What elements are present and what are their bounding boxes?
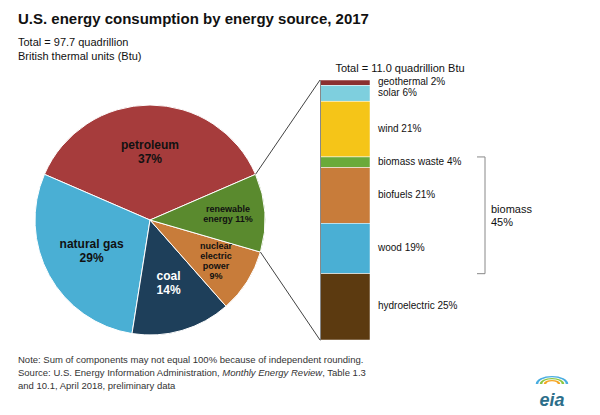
pie-label-line: 29% bbox=[80, 251, 104, 265]
pie-label-line: 14% bbox=[157, 283, 181, 297]
bars bbox=[320, 80, 370, 340]
bar-segment bbox=[320, 80, 370, 85]
pie-label-line: coal bbox=[157, 269, 181, 283]
pie-label-line: 37% bbox=[138, 152, 162, 166]
note-part: Monthly Energy Review bbox=[222, 367, 323, 378]
y-axis bbox=[320, 81, 321, 341]
subtitle: British thermal units (Btu) bbox=[18, 50, 141, 62]
pie-label-line: petroleum bbox=[121, 138, 179, 152]
connector-line bbox=[256, 80, 320, 174]
bracket-line bbox=[477, 273, 485, 274]
note: and 10.1, April 2018, preliminary data bbox=[18, 380, 176, 391]
pie-label-line: natural gas bbox=[60, 237, 124, 251]
logo-text: eia bbox=[539, 390, 564, 410]
axis-line bbox=[320, 81, 321, 341]
pie-label: coal14% bbox=[157, 269, 181, 297]
pie: petroleum37% natural gas29% coal14% nuclear… bbox=[35, 105, 265, 335]
bar-segment bbox=[320, 101, 370, 157]
pie-label-line: electric bbox=[200, 251, 232, 261]
pie-label: petroleum37% bbox=[121, 138, 179, 166]
subtitle: Total = 97.7 quadrillion bbox=[18, 36, 128, 48]
annotation-line: biomass bbox=[491, 203, 532, 215]
logo: eia bbox=[537, 377, 567, 411]
pie-label-line: power bbox=[203, 261, 230, 271]
note: Source: U.S. Energy Information Administ… bbox=[18, 367, 366, 378]
pie-label-line: 9% bbox=[210, 271, 223, 281]
pie-label-line: energy 11% bbox=[203, 214, 253, 224]
pie-slice bbox=[35, 174, 150, 333]
bar-title: Total = 11.0 quadrillion Btu bbox=[335, 62, 464, 74]
connectors bbox=[256, 80, 320, 340]
bar-label: biofuels 21% bbox=[378, 189, 435, 200]
title: U.S. energy consumption by energy source… bbox=[18, 10, 369, 27]
note-part: , Table 1.3 bbox=[322, 367, 366, 378]
bracket-line bbox=[477, 156, 485, 157]
note: Note: Sum of components may not equal 10… bbox=[18, 354, 363, 365]
annotation-line: 45% bbox=[491, 216, 513, 228]
bracket-line bbox=[485, 157, 486, 274]
logo-arc bbox=[537, 377, 567, 385]
bar-segment bbox=[320, 157, 370, 168]
pie-label: nuclearelectricpower9% bbox=[200, 241, 233, 281]
bar-segment bbox=[320, 274, 370, 340]
chart: U.S. energy consumption by energy source… bbox=[0, 0, 600, 415]
logo-arc bbox=[541, 379, 563, 385]
bar-label: geothermal 2% bbox=[378, 76, 445, 87]
annotation: biomass45% bbox=[491, 203, 532, 228]
bar-label: biomass waste 4% bbox=[378, 156, 461, 167]
note-part: Source: U.S. Energy Information Administ… bbox=[18, 367, 222, 378]
pie-label-line: nuclear bbox=[200, 241, 233, 251]
bar-label: wind 21% bbox=[377, 123, 421, 134]
bar-label: solar 6% bbox=[378, 87, 417, 98]
pie-label-line: renewable bbox=[206, 204, 250, 214]
bar-segment bbox=[320, 85, 370, 101]
logo-arc bbox=[545, 381, 559, 385]
connector-line bbox=[260, 252, 320, 340]
bar-label: wood 19% bbox=[377, 242, 425, 253]
pie-slice bbox=[150, 174, 265, 252]
bar-label: hydroelectric 25% bbox=[378, 300, 458, 311]
bar-segment bbox=[320, 168, 370, 224]
bracket bbox=[477, 157, 485, 274]
pie-label: natural gas29% bbox=[60, 237, 124, 265]
bar-segment bbox=[320, 223, 370, 273]
pie-label: renewableenergy 11% bbox=[203, 204, 253, 224]
